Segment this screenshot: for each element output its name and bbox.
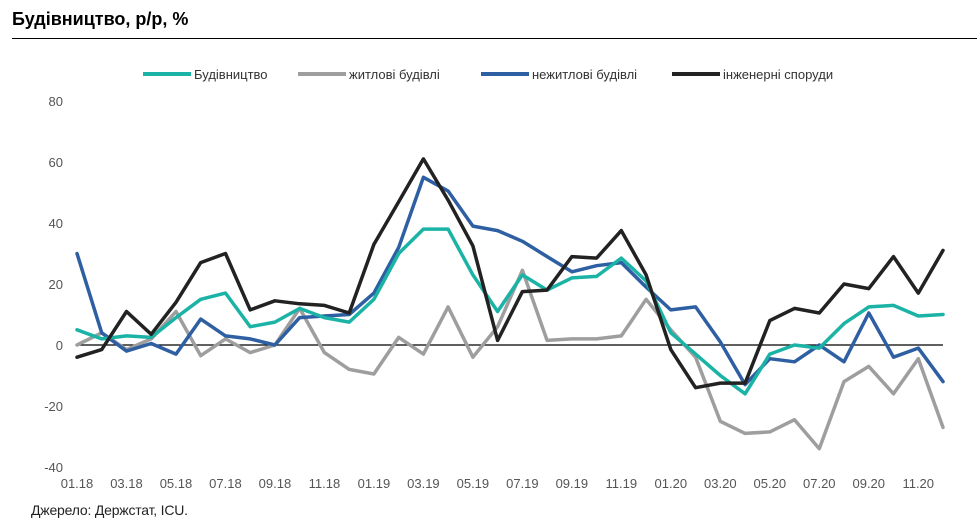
chart-legend: Будівництво житлові будівлі нежитлові буді… (143, 67, 833, 82)
x-tick-label: 05.19 (457, 476, 490, 491)
series-line-4 (75, 157, 945, 390)
x-tick-label: 05.20 (754, 476, 787, 491)
series-layer (75, 157, 945, 451)
x-tick-label: 05.18 (160, 476, 193, 491)
x-tick-label: 01.20 (655, 476, 688, 491)
x-tick-label: 09.18 (259, 476, 292, 491)
series-line-1 (75, 227, 945, 396)
y-tick-label: -20 (44, 399, 63, 414)
chart-title: Будівництво, р/р, % (12, 9, 189, 29)
y-tick-label: 60 (49, 155, 63, 170)
source-note: Джерело: Держстат, ICU. (31, 502, 188, 518)
legend-label: Будівництво (194, 67, 268, 82)
line-chart: 80 60 40 20 0 -20 -40 01.18 03.18 05.18 07.18 09.1… (44, 67, 945, 491)
x-tick-label: 01.18 (61, 476, 94, 491)
y-tick-label: -40 (44, 460, 63, 475)
y-tick-label: 0 (56, 338, 63, 353)
legend-label: житлові будівлі (349, 67, 440, 82)
y-axis: 80 60 40 20 0 -20 -40 (44, 94, 943, 475)
x-tick-label: 11.18 (309, 476, 341, 491)
y-tick-label: 40 (49, 216, 63, 231)
legend-label: інженерні споруди (723, 67, 833, 82)
x-tick-label: 09.19 (556, 476, 589, 491)
x-tick-label: 09.20 (852, 476, 885, 491)
x-tick-label: 01.19 (358, 476, 391, 491)
legend-label: нежитлові будівлі (532, 67, 637, 82)
x-axis: 01.18 03.18 05.18 07.18 09.18 11.18 01.19 03.19… (61, 476, 934, 491)
x-tick-label: 03.19 (407, 476, 440, 491)
x-tick-label: 07.19 (506, 476, 539, 491)
x-tick-label: 07.18 (209, 476, 242, 491)
y-tick-label: 80 (49, 94, 63, 109)
series-line-2 (75, 268, 945, 451)
x-tick-label: 03.18 (110, 476, 143, 491)
x-tick-label: 11.20 (902, 476, 934, 491)
y-tick-label: 20 (49, 277, 63, 292)
x-tick-label: 11.19 (606, 476, 638, 491)
x-tick-label: 07.20 (803, 476, 836, 491)
x-tick-label: 03.20 (704, 476, 737, 491)
series-line-3 (75, 175, 945, 387)
title-divider (12, 38, 977, 39)
